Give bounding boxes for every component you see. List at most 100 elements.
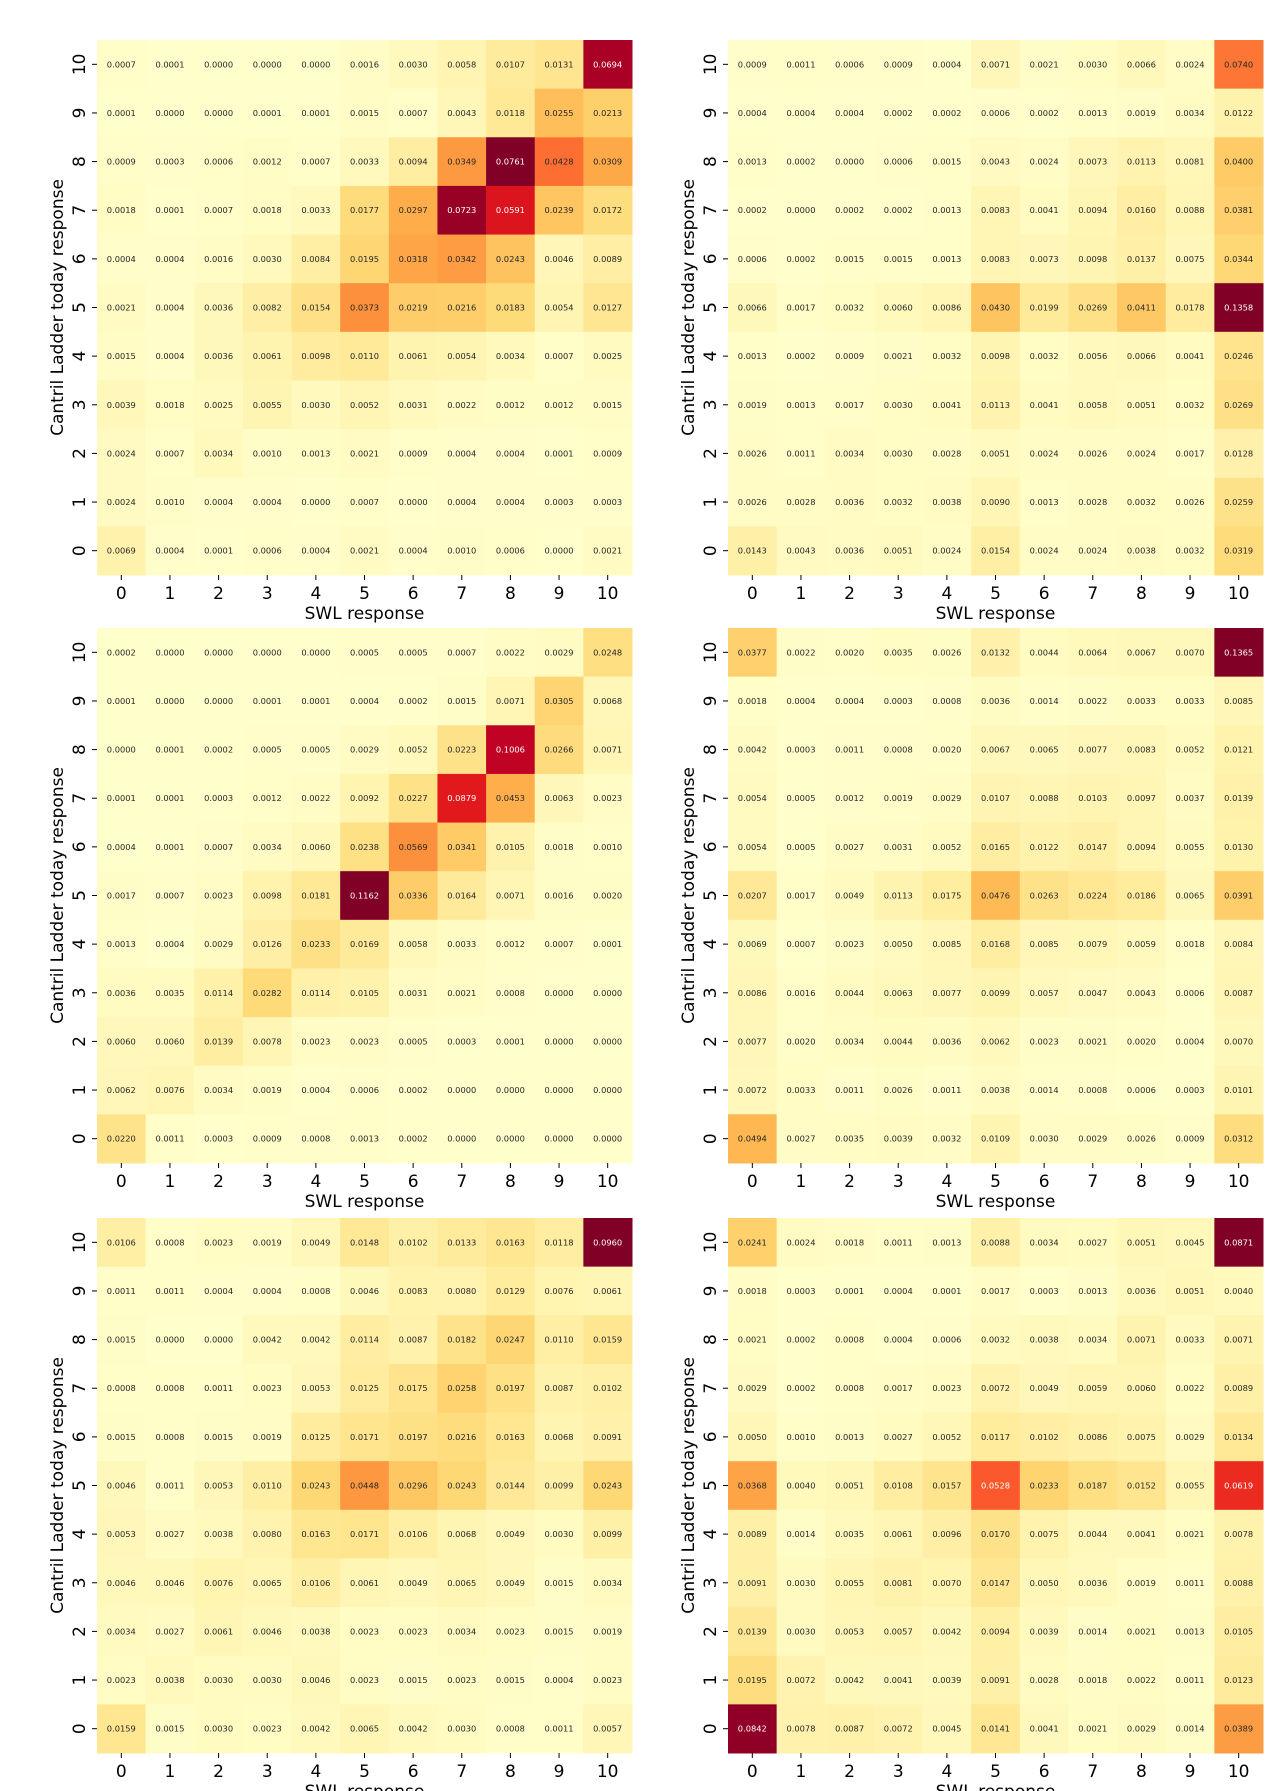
cell-value-label: 0.0009	[107, 157, 136, 167]
x-tick-label: 5	[990, 1172, 1001, 1192]
cell-value-label: 0.0036	[1078, 1578, 1107, 1588]
cell-value-label: 0.0098	[1078, 254, 1107, 264]
y-tick-label: 10	[701, 641, 721, 663]
x-tick-label: 8	[505, 1762, 516, 1782]
cell-value-label: 0.0025	[593, 351, 622, 361]
cell-value-label: 0.0004	[738, 108, 767, 118]
heatmap-cell	[922, 1266, 972, 1316]
cell-value-label: 0.0036	[835, 546, 864, 556]
cell-value-label: 0.0066	[1127, 351, 1156, 361]
heatmap-cell	[388, 822, 438, 872]
heatmap-cell	[388, 1461, 438, 1511]
heatmap-cell	[873, 1558, 924, 1608]
heatmap-cell	[583, 1218, 633, 1268]
heatmap-cell	[825, 773, 875, 824]
cell-value-label: 0.0009	[884, 59, 913, 69]
cell-value-label: 0.1358	[1224, 303, 1253, 313]
heatmap-cell	[825, 822, 875, 872]
heatmap-cell	[825, 676, 875, 726]
cell-value-label: 0.0081	[884, 1578, 913, 1588]
heatmap-cell	[1117, 1218, 1167, 1268]
cell-value-label: 0.0032	[884, 497, 913, 507]
cell-value-label: 0.0004	[496, 497, 525, 507]
cell-value-label: 0.0172	[593, 205, 622, 215]
heatmap-cell	[534, 1315, 584, 1365]
cell-value-label: 0.0015	[496, 1675, 525, 1685]
cell-value-label: 0.0002	[932, 108, 961, 118]
y-tick-label: 10	[70, 1231, 90, 1253]
cell-value-label: 0.0024	[932, 546, 961, 556]
cell-value-label: 0.0032	[932, 1134, 961, 1144]
cell-value-label: 0.0269	[1078, 303, 1107, 313]
heatmap-cell	[1214, 429, 1264, 479]
heatmap-cell	[1214, 1607, 1264, 1657]
heatmap-cell	[534, 137, 584, 187]
heatmap-cell	[728, 234, 778, 284]
heatmap-cell	[242, 1558, 293, 1608]
x-tick-label: 5	[359, 1172, 370, 1192]
cell-value-label: 0.0102	[399, 1237, 428, 1247]
cell-value-label: 0.0033	[1176, 1335, 1205, 1345]
y-tick-label: 5	[701, 890, 721, 901]
cell-value-label: 0.0007	[399, 108, 428, 118]
cell-value-label: 0.0042	[738, 745, 767, 755]
cell-value-label: 0.0015	[107, 351, 136, 361]
heatmap-cell	[971, 1315, 1021, 1365]
heatmap-cell	[388, 1266, 438, 1316]
cell-value-label: 0.0022	[447, 400, 476, 410]
cell-value-label: 0.0008	[155, 1432, 184, 1442]
cell-value-label: 0.0049	[496, 1578, 525, 1588]
cell-value-label: 0.0186	[1127, 891, 1156, 901]
heatmap-cell	[1019, 1114, 1069, 1164]
cell-value-label: 0.0061	[204, 1626, 233, 1636]
heatmap-cell	[437, 185, 487, 236]
x-tick-label: 7	[456, 1762, 467, 1782]
heatmap-cell	[388, 871, 438, 921]
heatmap-cell	[437, 1017, 487, 1067]
cell-value-label: 0.0013	[835, 1432, 864, 1442]
cell-value-label: 0.0041	[1030, 1724, 1059, 1734]
cell-value-label: 0.0960	[593, 1237, 622, 1247]
cell-value-label: 0.0243	[301, 1481, 330, 1491]
cell-value-label: 0.0006	[884, 157, 913, 167]
heatmap-cell	[242, 283, 293, 333]
cell-value-label: 0.0015	[107, 1432, 136, 1442]
heatmap-cell	[145, 822, 195, 872]
cell-value-label: 0.0051	[835, 1481, 864, 1491]
cell-value-label: 0.0043	[981, 157, 1010, 167]
heatmap-cell	[1068, 1607, 1118, 1657]
cell-value-label: 0.0000	[593, 988, 622, 998]
cell-value-label: 0.0024	[1176, 59, 1205, 69]
cell-value-label: 0.0063	[545, 793, 574, 803]
heatmap-cell	[1068, 1655, 1118, 1705]
cell-value-label: 0.0029	[1078, 1134, 1107, 1144]
cell-value-label: 0.0092	[350, 793, 379, 803]
heatmap-cell	[1214, 871, 1264, 921]
heatmap-cell	[1117, 137, 1167, 187]
heatmap-cell	[1117, 526, 1167, 576]
cell-value-label: 0.0028	[932, 448, 961, 458]
y-tick-label: 1	[701, 1085, 721, 1096]
heatmap-cell	[873, 1509, 924, 1559]
cell-value-label: 0.0007	[447, 647, 476, 657]
heatmap-cell	[1019, 1655, 1069, 1705]
cell-value-label: 0.0026	[1176, 497, 1205, 507]
cell-value-label: 0.0143	[738, 546, 767, 556]
cell-value-label: 0.0049	[835, 891, 864, 901]
cell-value-label: 0.0199	[1030, 303, 1059, 313]
heatmap-cell	[486, 1558, 536, 1608]
y-axis-label: Cantril Ladder today response	[48, 1357, 68, 1614]
heatmap-cell	[1214, 526, 1264, 576]
cell-value-label: 0.0003	[1030, 1286, 1059, 1296]
heatmap-cell	[971, 234, 1021, 284]
cell-value-label: 0.0005	[253, 745, 282, 755]
heatmap-cell	[1019, 871, 1069, 921]
heatmap-cell	[1068, 1704, 1118, 1754]
cell-value-label: 0.0117	[981, 1432, 1010, 1442]
heatmap-cell	[728, 822, 778, 872]
heatmap-cell	[486, 283, 536, 333]
heatmap-cell	[242, 477, 293, 527]
heatmap-cell	[388, 1017, 438, 1067]
cell-value-label: 0.0049	[301, 1237, 330, 1247]
cell-value-label: 0.0296	[399, 1481, 428, 1491]
